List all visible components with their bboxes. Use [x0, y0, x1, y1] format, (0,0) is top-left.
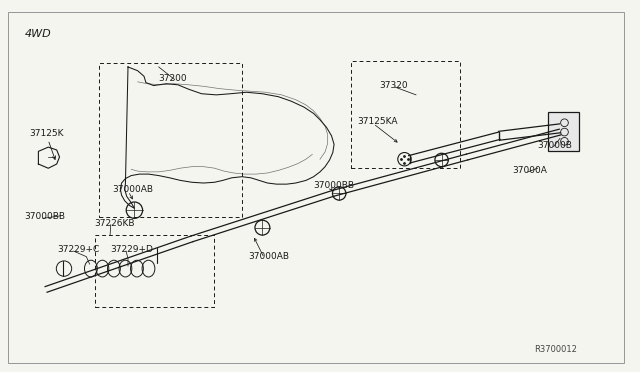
Text: R3700012: R3700012: [534, 345, 577, 354]
Bar: [351, 61, 460, 168]
Text: 37000B: 37000B: [538, 141, 572, 150]
Text: 37200: 37200: [159, 74, 188, 83]
Bar: [548, 112, 579, 151]
Text: 37229+C: 37229+C: [58, 245, 100, 254]
Text: 37000A: 37000A: [512, 166, 547, 175]
Text: 37229+D: 37229+D: [110, 245, 153, 254]
Text: 37125K: 37125K: [29, 129, 63, 138]
Text: 37000BB: 37000BB: [24, 212, 65, 221]
Text: 37000AB: 37000AB: [248, 252, 289, 261]
Bar: [99, 63, 242, 217]
Text: 37000AB: 37000AB: [112, 185, 153, 194]
Text: 37320: 37320: [379, 81, 408, 90]
Text: 4WD: 4WD: [24, 29, 51, 39]
Text: 37226KB: 37226KB: [95, 219, 135, 228]
Text: 37125KA: 37125KA: [357, 118, 397, 126]
Text: 37000BB: 37000BB: [314, 181, 355, 190]
Bar: [95, 235, 214, 307]
